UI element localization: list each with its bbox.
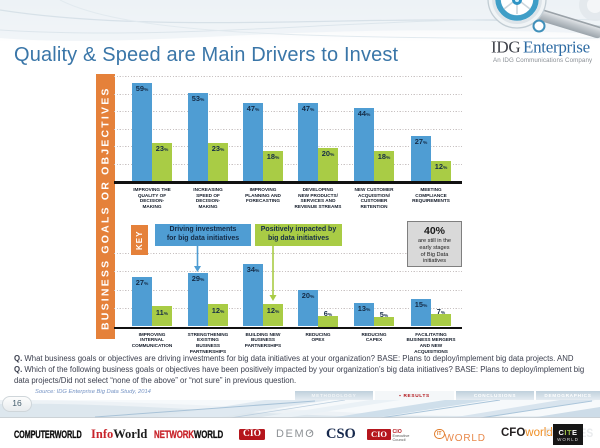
- svg-text:An IDG Communications Company: An IDG Communications Company: [493, 57, 593, 64]
- svg-text:IDG: IDG: [491, 38, 520, 57]
- svg-text:Enterprise: Enterprise: [523, 38, 590, 57]
